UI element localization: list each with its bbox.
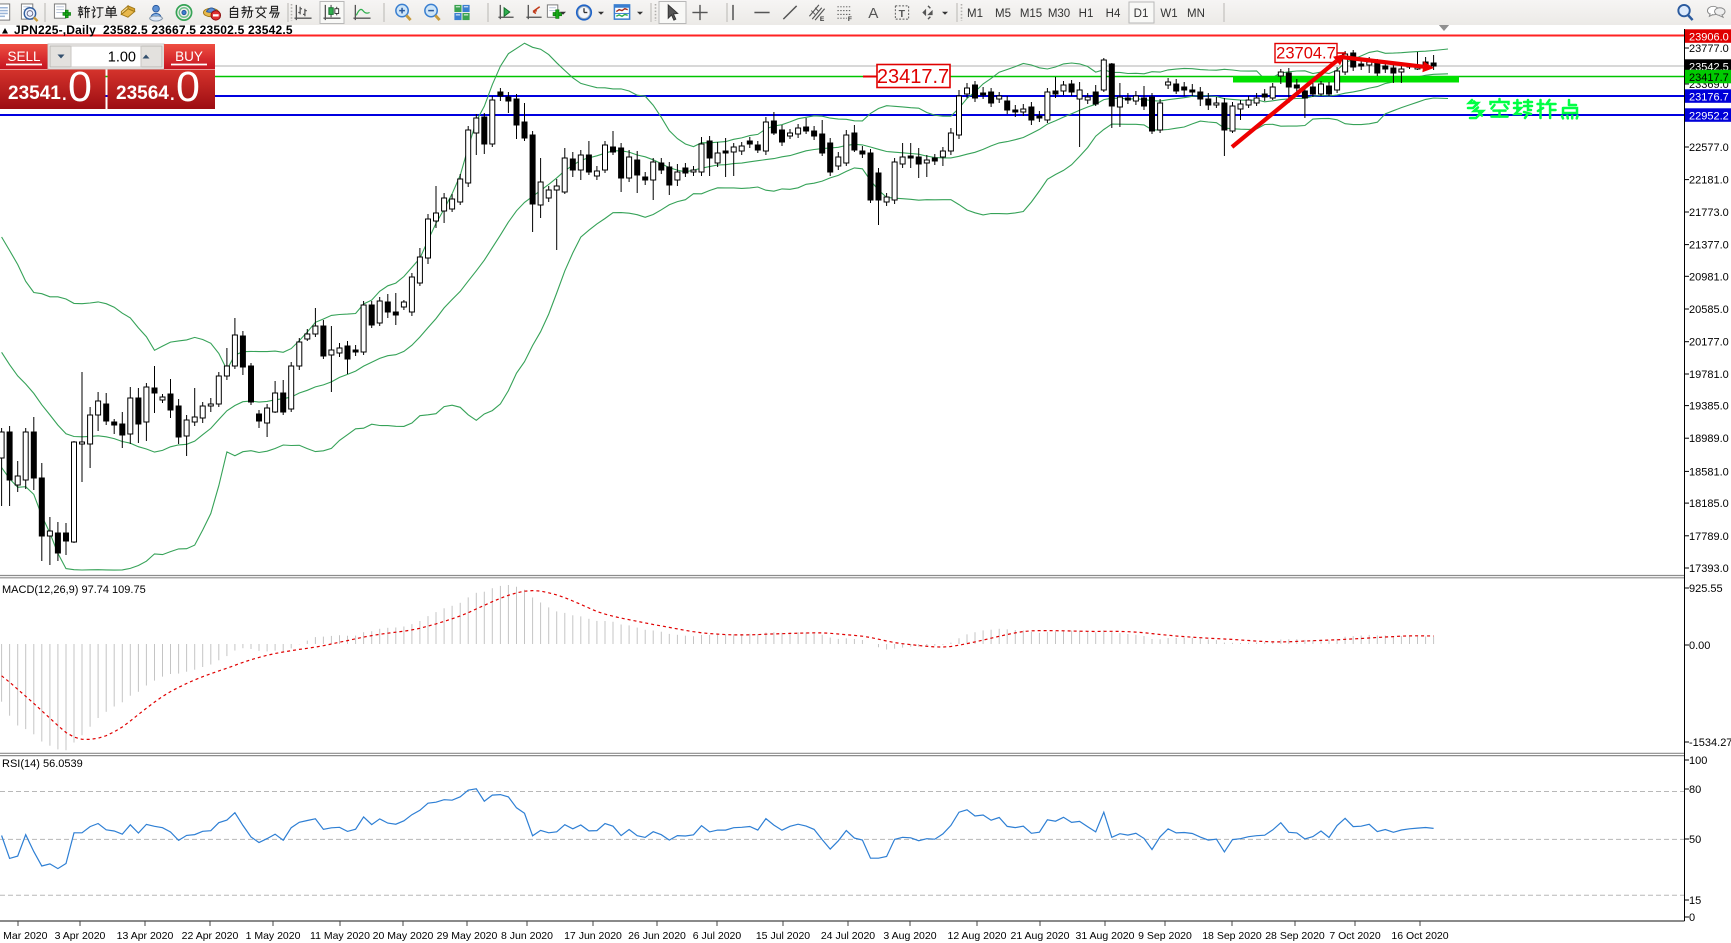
svg-text:3 Aug 2020: 3 Aug 2020 <box>883 930 936 942</box>
svg-text:A: A <box>868 5 879 22</box>
svg-text:17393.0: 17393.0 <box>1689 563 1729 575</box>
svg-text:18185.0: 18185.0 <box>1689 498 1729 510</box>
svg-text:SELL: SELL <box>7 49 41 64</box>
svg-text:925.55: 925.55 <box>1689 583 1723 595</box>
svg-text:D1: D1 <box>1134 8 1149 20</box>
svg-text:17 Jun 2020: 17 Jun 2020 <box>564 930 622 942</box>
svg-text:15 Jul 2020: 15 Jul 2020 <box>756 930 810 942</box>
svg-text:0: 0 <box>176 63 200 111</box>
svg-text:25 Mar 2020: 25 Mar 2020 <box>0 930 48 942</box>
svg-text:BUY: BUY <box>175 49 203 64</box>
svg-text:11 May 2020: 11 May 2020 <box>310 930 370 942</box>
svg-text:18 Sep 2020: 18 Sep 2020 <box>1202 930 1262 942</box>
svg-text:21377.0: 21377.0 <box>1689 240 1729 252</box>
svg-text:13 Apr 2020: 13 Apr 2020 <box>117 930 174 942</box>
svg-text:22181.0: 22181.0 <box>1689 175 1729 187</box>
svg-text:23176.7: 23176.7 <box>1689 91 1729 103</box>
svg-text:16 Oct 2020: 16 Oct 2020 <box>1391 930 1448 942</box>
svg-text:20177.0: 20177.0 <box>1689 337 1729 349</box>
svg-text:F: F <box>848 16 852 23</box>
svg-text:23417.7: 23417.7 <box>877 66 949 88</box>
svg-text:H1: H1 <box>1079 8 1094 20</box>
svg-text:MN: MN <box>1187 8 1205 20</box>
svg-text:26 Jun 2020: 26 Jun 2020 <box>628 930 686 942</box>
svg-text:80: 80 <box>1689 784 1701 796</box>
svg-text:RSI(14) 56.0539: RSI(14) 56.0539 <box>2 758 83 770</box>
svg-text:6 Jul 2020: 6 Jul 2020 <box>693 930 742 942</box>
svg-text:12 Aug 2020: 12 Aug 2020 <box>948 930 1007 942</box>
svg-text:24 Jul 2020: 24 Jul 2020 <box>821 930 875 942</box>
svg-text:0: 0 <box>68 63 92 111</box>
svg-text:JPN225-,Daily 23582.5 23667.5: JPN225-,Daily 23582.5 23667.5 23502.5 23… <box>14 25 293 37</box>
svg-text:T: T <box>899 9 906 20</box>
svg-text:18989.0: 18989.0 <box>1689 433 1729 445</box>
svg-text:3 Apr 2020: 3 Apr 2020 <box>55 930 106 942</box>
svg-text:23906.0: 23906.0 <box>1689 31 1729 43</box>
svg-text:MACD(12,26,9) 97.74 109.75: MACD(12,26,9) 97.74 109.75 <box>2 584 146 596</box>
svg-text:H4: H4 <box>1106 8 1121 20</box>
svg-text:20 May 2020: 20 May 2020 <box>373 930 434 942</box>
svg-text:1 May 2020: 1 May 2020 <box>246 930 301 942</box>
svg-text:M30: M30 <box>1048 8 1070 20</box>
svg-text:W1: W1 <box>1160 8 1177 20</box>
svg-text:8 Jun 2020: 8 Jun 2020 <box>501 930 553 942</box>
svg-text:22 Apr 2020: 22 Apr 2020 <box>182 930 239 942</box>
svg-text:15: 15 <box>1689 895 1701 907</box>
svg-text:7 Oct 2020: 7 Oct 2020 <box>1329 930 1381 942</box>
svg-text:100: 100 <box>1689 755 1707 767</box>
svg-text:23417.7: 23417.7 <box>1689 72 1729 84</box>
svg-text:31 Aug 2020: 31 Aug 2020 <box>1076 930 1135 942</box>
svg-text:-1534.27: -1534.27 <box>1689 737 1731 749</box>
svg-text:M5: M5 <box>995 8 1011 20</box>
svg-text:23777.0: 23777.0 <box>1689 43 1729 55</box>
svg-text:50: 50 <box>1689 834 1701 846</box>
svg-text:20981.0: 20981.0 <box>1689 271 1729 283</box>
svg-text:18581.0: 18581.0 <box>1689 466 1729 478</box>
svg-text:0: 0 <box>1689 912 1695 924</box>
svg-text:E: E <box>820 16 825 23</box>
svg-text:9 Sep 2020: 9 Sep 2020 <box>1138 930 1192 942</box>
svg-text:22577.0: 22577.0 <box>1689 142 1729 154</box>
svg-text:17789.0: 17789.0 <box>1689 531 1729 543</box>
svg-text:23541: 23541 <box>8 83 61 104</box>
svg-text:M15: M15 <box>1020 8 1042 20</box>
svg-text:M1: M1 <box>967 8 983 20</box>
svg-text:1.00: 1.00 <box>108 50 136 66</box>
svg-text:21 Aug 2020: 21 Aug 2020 <box>1011 930 1070 942</box>
svg-text:0.00: 0.00 <box>1689 640 1710 652</box>
svg-text:20585.0: 20585.0 <box>1689 304 1729 316</box>
svg-text:19781.0: 19781.0 <box>1689 369 1729 381</box>
svg-text:23564: 23564 <box>116 83 169 104</box>
svg-text:.: . <box>169 79 176 106</box>
svg-text:21773.0: 21773.0 <box>1689 207 1729 219</box>
svg-text:23704.7: 23704.7 <box>1276 45 1336 63</box>
svg-text:22952.2: 22952.2 <box>1689 110 1729 122</box>
svg-text:29 May 2020: 29 May 2020 <box>437 930 498 942</box>
svg-text:28 Sep 2020: 28 Sep 2020 <box>1265 930 1325 942</box>
svg-text:19385.0: 19385.0 <box>1689 401 1729 413</box>
svg-text:.: . <box>61 79 68 106</box>
